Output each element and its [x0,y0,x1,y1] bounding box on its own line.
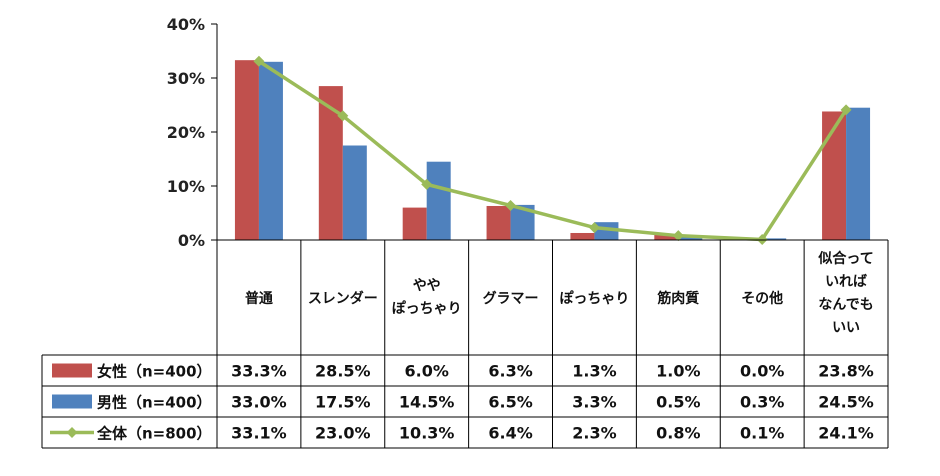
data-label: 6.4% [488,424,532,443]
y-tick-label: 0% [178,231,205,250]
bar [258,61,283,240]
legend-label: 男性（n=400） [97,394,212,412]
legend-label: 全体（n=800） [96,425,212,443]
bar [822,111,847,240]
data-label: 24.1% [818,424,874,443]
line-point [337,110,349,122]
data-label: 0.5% [656,393,700,412]
category-label: スレンダー [308,290,378,307]
y-tick-label: 10% [167,177,205,196]
category-label: 筋肉質 [657,290,699,307]
data-label: 10.3% [399,424,455,443]
data-label: 23.8% [818,362,874,381]
line-point [588,222,600,234]
bar [342,145,367,240]
data-label: 28.5% [315,362,371,381]
legend-label: 女性（n=400） [97,363,212,381]
data-label: 33.3% [231,362,287,381]
bar [402,207,427,240]
line-point [505,199,517,211]
data-label: 0.8% [656,424,700,443]
category-label: ややぽっちゃり [392,278,462,317]
data-label: 14.5% [399,393,455,412]
data-label: 0.0% [740,362,784,381]
bar [234,60,259,241]
data-label: 1.3% [572,362,616,381]
y-tick-label: 30% [167,69,205,88]
bar [762,238,787,240]
y-tick-label: 20% [167,123,205,142]
data-label: 24.5% [818,393,874,412]
bar [654,234,679,240]
category-label: 似合っていればなんでもいい [817,250,873,336]
data-label: 33.1% [231,424,287,443]
category-label: 普通 [245,290,273,307]
line-point [756,233,768,245]
legend-key [52,394,92,409]
data-label: 6.3% [488,362,532,381]
data-label: 1.0% [656,362,700,381]
legend-key [52,363,92,378]
legend-key-marker [66,427,78,438]
bar [570,232,595,240]
line-point [672,230,684,242]
data-label: 23.0% [315,424,371,443]
data-label: 33.0% [231,393,287,412]
data-label: 2.3% [572,424,616,443]
bar [678,237,703,240]
bar [426,161,451,240]
line-point [421,178,433,190]
line-point [253,55,265,67]
data-label: 17.5% [315,393,371,412]
line-point [840,104,852,116]
series-line [257,59,848,242]
category-label: その他 [741,290,783,307]
category-label: グラマー [483,290,539,307]
data-label: 0.1% [740,424,784,443]
data-label: 3.3% [572,393,616,412]
y-tick-label: 40% [167,15,205,34]
data-label: 0.3% [740,393,784,412]
bar [846,107,871,240]
data-label: 6.0% [405,362,449,381]
data-label: 6.5% [488,393,532,412]
category-label: ぽっちゃり [559,290,629,307]
bar [486,205,511,240]
